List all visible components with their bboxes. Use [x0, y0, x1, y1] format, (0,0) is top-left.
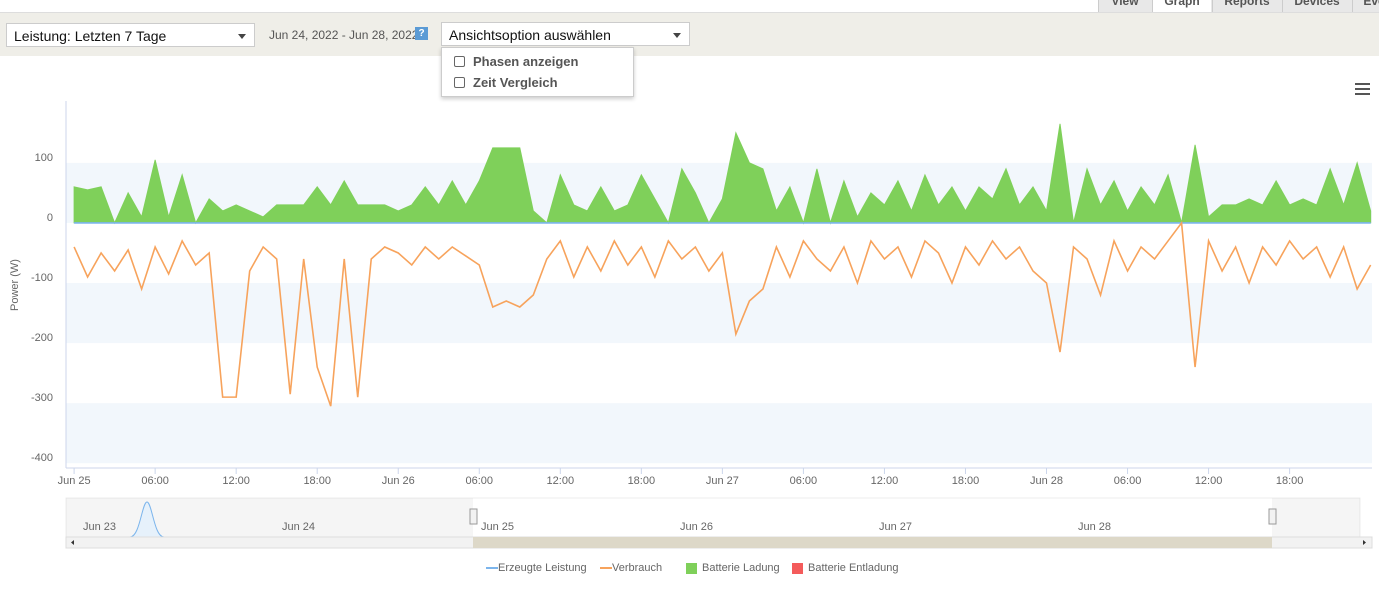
tab[interactable]: Reports	[1212, 0, 1281, 12]
x-tick-label: 06:00	[141, 475, 169, 487]
y-tick-label: 0	[47, 212, 53, 224]
x-tick-label: 12:00	[1195, 475, 1223, 487]
y-tick-label: -200	[31, 332, 53, 344]
tabs: ViewGraphReportsDevicesEvents	[1098, 0, 1379, 12]
tab[interactable]: Events	[1352, 0, 1379, 12]
y-tick-label: 100	[35, 152, 53, 164]
navigator-label: Jun 24	[282, 521, 315, 533]
legend-label: Batterie Entladung	[808, 562, 899, 574]
navigator-label: Jun 23	[83, 521, 116, 533]
y-axis-title: Power (W)	[9, 259, 21, 311]
x-tick-label: 12:00	[547, 475, 575, 487]
navigator-label: Jun 25	[481, 521, 514, 533]
navigator-mask	[1272, 498, 1360, 537]
help-icon[interactable]: ?	[415, 27, 428, 40]
navigator-handle[interactable]	[469, 508, 478, 525]
x-tick-label: 12:00	[871, 475, 899, 487]
x-tick-label: Jun 26	[382, 475, 415, 487]
legend-label: Batterie Ladung	[702, 562, 780, 574]
tab[interactable]: View	[1098, 0, 1151, 12]
checkbox[interactable]	[454, 56, 465, 67]
navigator-label: Jun 27	[879, 521, 912, 533]
menu-option[interactable]: Phasen anzeigen	[454, 53, 578, 71]
navigator-handle[interactable]	[1268, 508, 1277, 525]
view-menu: Phasen anzeigen Zeit Vergleich	[441, 47, 634, 97]
legend-label: Erzeugte Leistung	[498, 562, 587, 574]
option-label: Phasen anzeigen	[473, 54, 579, 69]
navigator	[65, 497, 1361, 538]
navigator-mask	[66, 498, 473, 537]
x-tick-label: Jun 27	[706, 475, 739, 487]
checkbox[interactable]	[454, 77, 465, 88]
x-tick-label: 06:00	[790, 475, 818, 487]
menu-option[interactable]: Zeit Vergleich	[454, 74, 558, 92]
navigator-label: Jun 28	[1078, 521, 1111, 533]
y-tick-label: -300	[31, 392, 53, 404]
x-tick-label: 18:00	[1276, 475, 1304, 487]
legend-label: Verbrauch	[612, 562, 662, 574]
period-select[interactable]: Leistung: Letzten 7 Tage	[6, 23, 255, 47]
navigator-label: Jun 26	[680, 521, 713, 533]
y-tick-label: -400	[31, 452, 53, 464]
tab[interactable]: Graph	[1152, 0, 1211, 12]
tab[interactable]: Devices	[1282, 0, 1351, 12]
y-tick-label: -100	[31, 272, 53, 284]
x-tick-label: 18:00	[952, 475, 980, 487]
x-tick-label: 18:00	[628, 475, 656, 487]
legend-symbol	[792, 563, 803, 574]
x-tick-label: Jun 25	[58, 475, 91, 487]
x-tick-label: Jun 28	[1030, 475, 1063, 487]
view-select[interactable]: Ansichtsoption auswählen	[441, 22, 690, 46]
menu-icon[interactable]	[1355, 83, 1370, 95]
plot-band	[66, 282, 1372, 344]
x-tick-label: 06:00	[466, 475, 494, 487]
line-series	[73, 220, 1372, 407]
x-tick-label: 06:00	[1114, 475, 1142, 487]
x-tick-label: 12:00	[222, 475, 250, 487]
area-series	[73, 123, 1372, 225]
plot-band	[66, 403, 1372, 464]
legend-symbol	[686, 563, 697, 574]
option-label: Zeit Vergleich	[473, 75, 558, 90]
scrollbar-thumb[interactable]	[473, 537, 1272, 548]
navigator-series	[129, 501, 165, 538]
date-range: Jun 24, 2022 - Jun 28, 2022	[269, 28, 419, 42]
x-tick-label: 18:00	[303, 475, 331, 487]
